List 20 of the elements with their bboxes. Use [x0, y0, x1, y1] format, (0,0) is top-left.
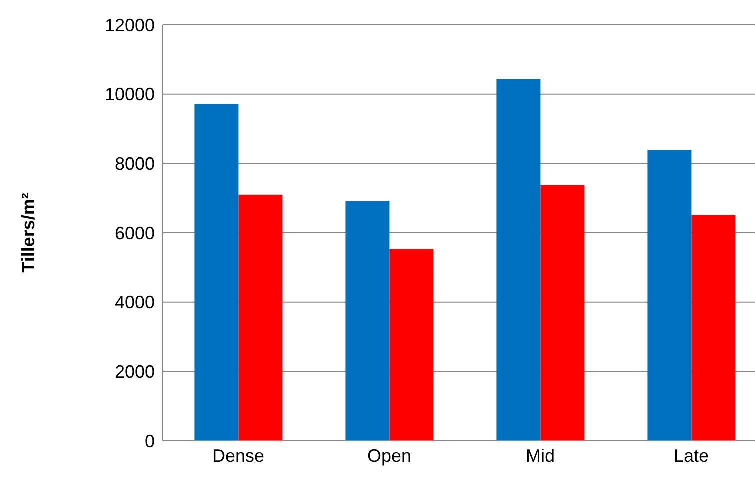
bar: [496, 79, 541, 441]
y-tick-label: 12000: [104, 15, 155, 36]
y-tick-label: 8000: [114, 154, 155, 174]
y-tick-label: 10000: [104, 84, 155, 105]
y-tick-label: 6000: [114, 223, 155, 244]
bar: [692, 214, 736, 441]
bar: [346, 201, 390, 441]
bar: [194, 104, 239, 441]
y-tick-label: 2000: [114, 362, 155, 382]
bar: [540, 185, 585, 441]
x-tick-label: Open: [367, 446, 412, 466]
y-tick-label: 0: [144, 431, 155, 452]
bar: [648, 150, 692, 441]
bar: [390, 248, 434, 441]
y-tick-label: 4000: [114, 292, 155, 313]
bar: [238, 194, 283, 441]
y-axis-title: Tillers/m²: [18, 193, 38, 273]
x-tick-label: Mid: [526, 446, 556, 466]
x-tick-label: Dense: [212, 446, 265, 466]
x-tick-label: Late: [674, 446, 710, 466]
